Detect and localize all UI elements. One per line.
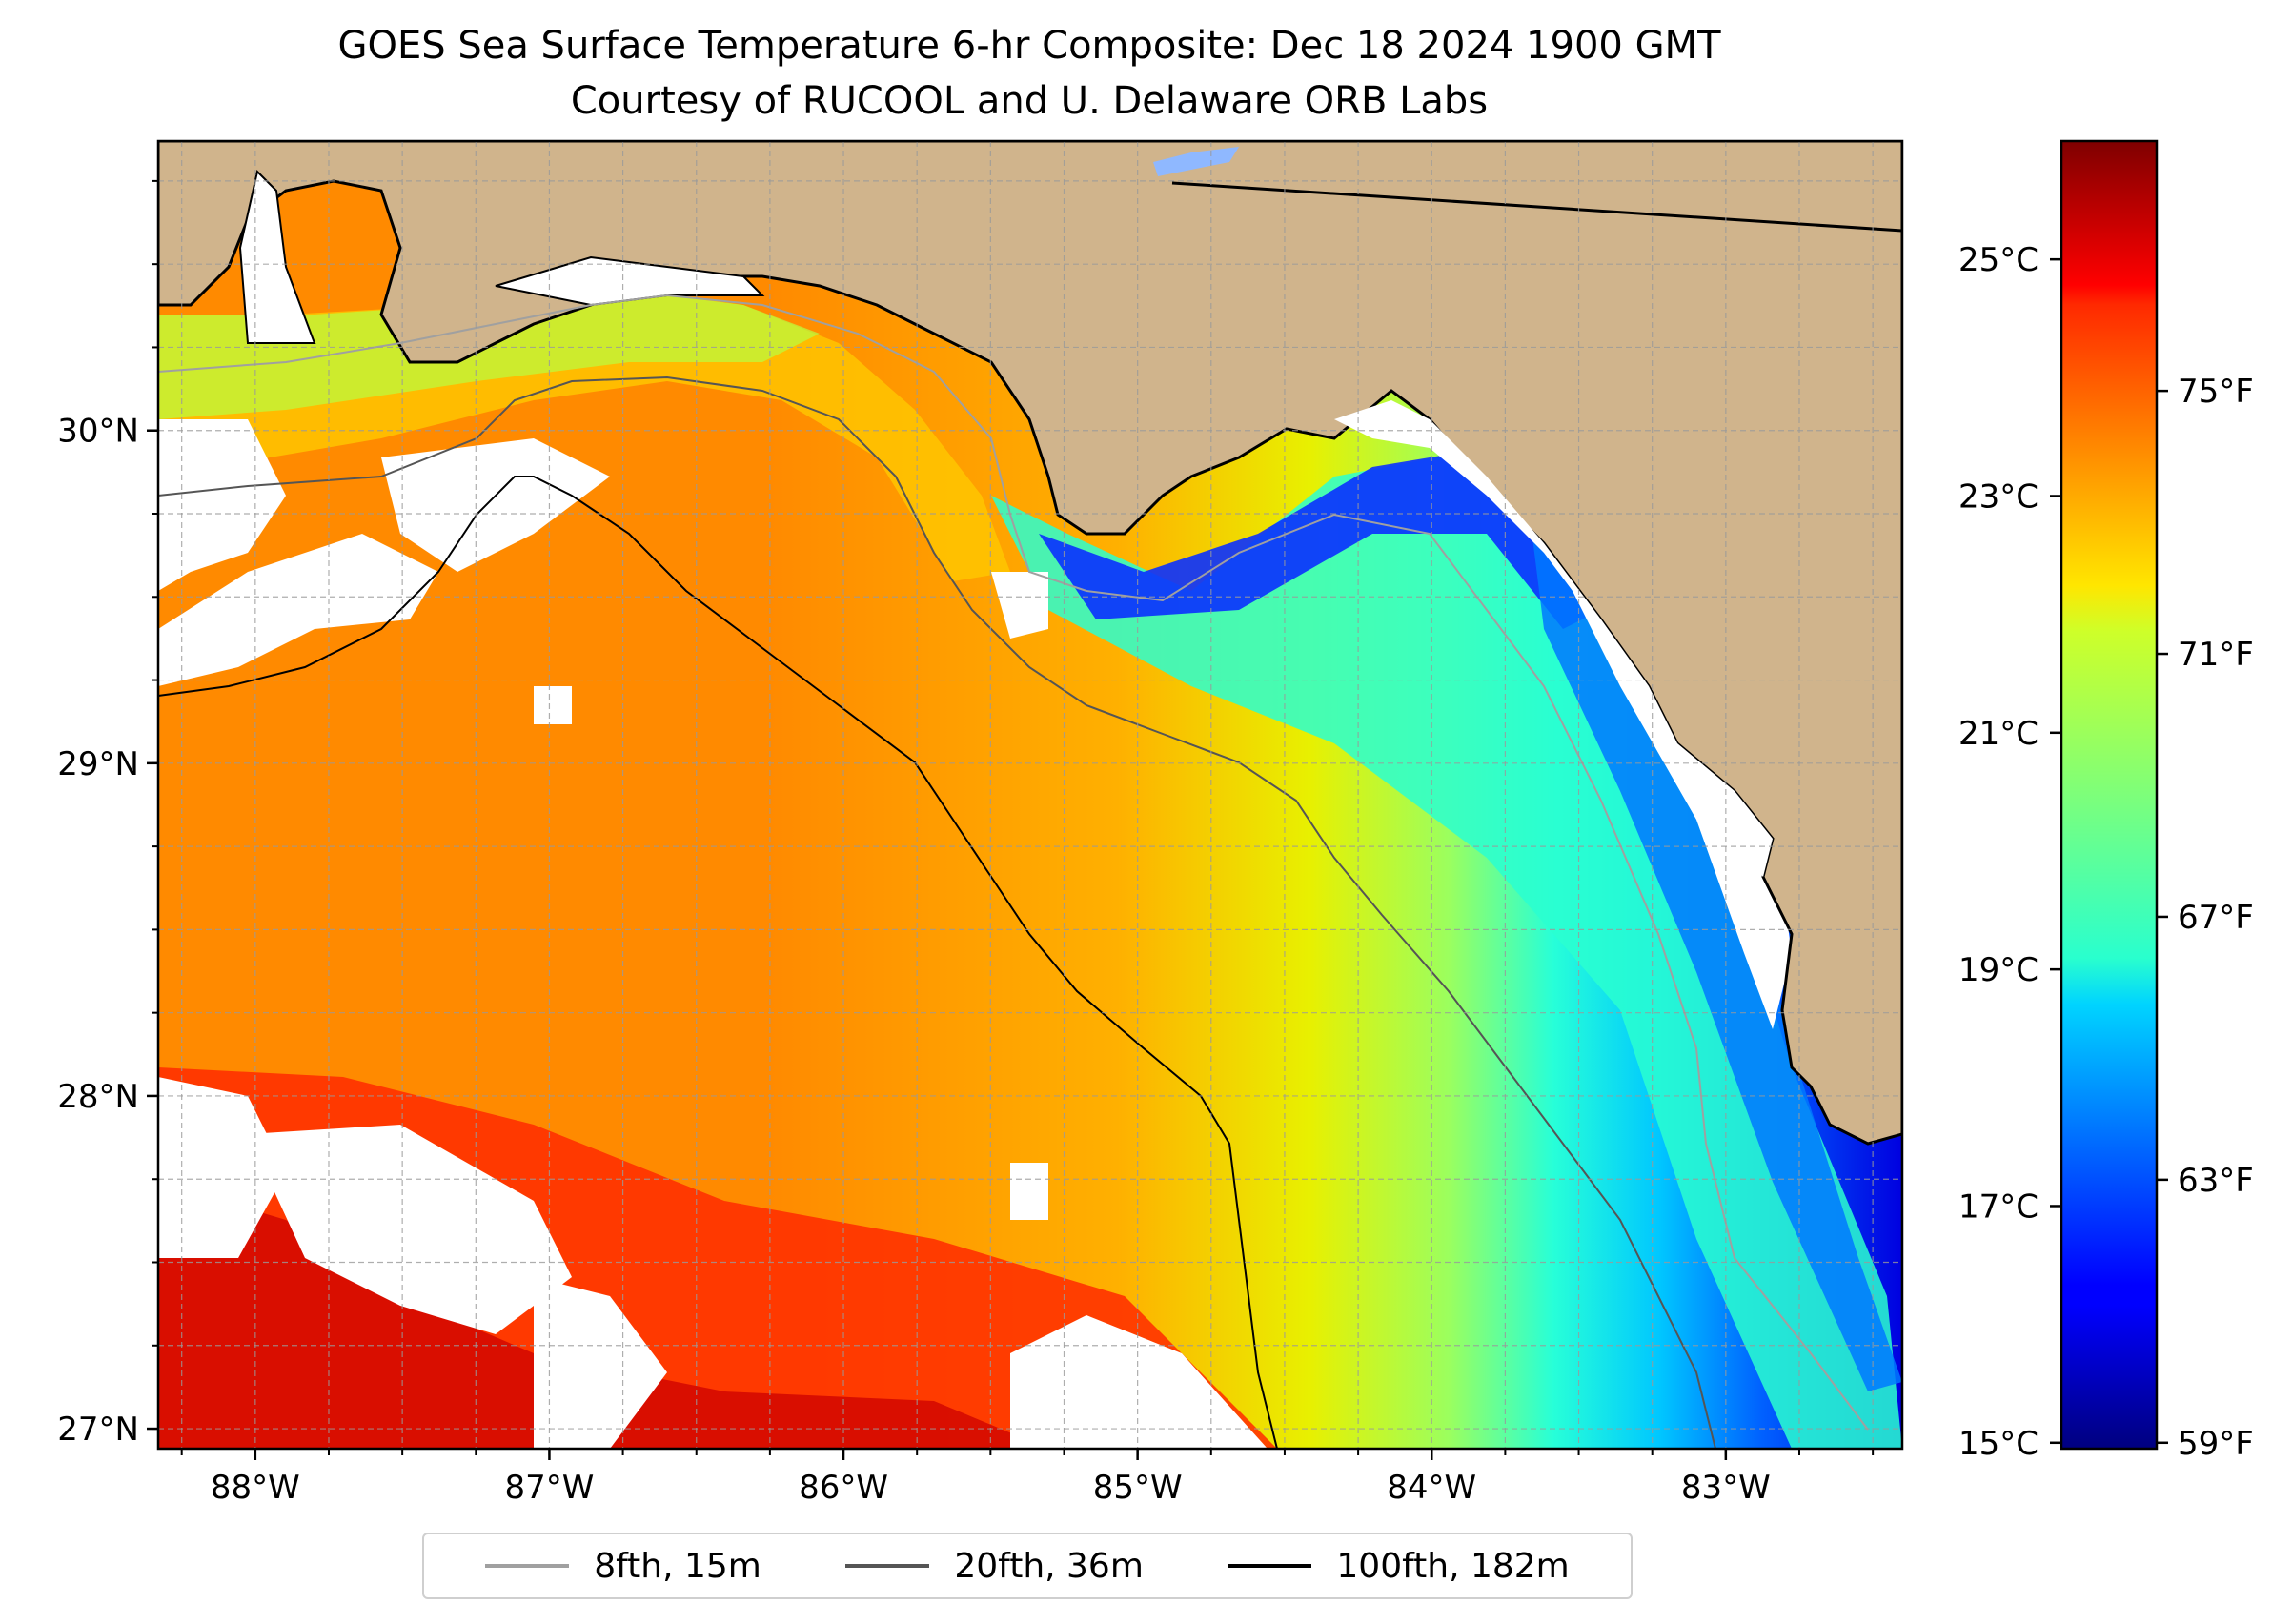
fahrenheit-tick-label: 67°F: [2178, 899, 2254, 937]
border-line: [1171, 181, 1902, 233]
colorbar-ticks: 25°C 23°C 21°C 19°C 17°C 15°C 75°F 71°F 67°F 63°F…: [1958, 241, 2254, 1463]
plot-frame: [156, 139, 1904, 1451]
legend-swatch: [485, 1564, 570, 1568]
lon-tick-label: 83°W: [1681, 1469, 1771, 1507]
lat-tick-label: 30°N: [57, 413, 139, 451]
lake-patch: [1153, 147, 1239, 176]
map-title: GOES Sea Surface Temperature 6-hr Compos…: [337, 24, 1721, 68]
celsius-tick-label: 19°C: [1958, 951, 2039, 989]
fahrenheit-tick-label: 75°F: [2178, 373, 2254, 411]
lat-tick-label: 29°N: [57, 745, 139, 783]
lon-tick-label: 88°W: [211, 1469, 300, 1507]
celsius-tick-label: 21°C: [1958, 715, 2039, 753]
land-mass: [158, 141, 1902, 1146]
legend-item-100fth: 100fth, 182m: [1228, 1546, 1570, 1586]
axis-ticks: 88°W 87°W 86°W 85°W 84°W 83°W 30°N 29°N 28°N 27°N: [57, 179, 1875, 1507]
isobath-100fth: [158, 476, 1278, 1449]
lon-tick-label: 84°W: [1387, 1469, 1476, 1507]
legend-swatch: [1228, 1564, 1312, 1568]
map-subtitle: Courtesy of RUCOOL and U. Delaware ORB L…: [570, 79, 1489, 123]
legend-item-20fth: 20fth, 36m: [845, 1547, 1144, 1586]
graticule: [158, 141, 1902, 1449]
legend-label: 100fth, 182m: [1336, 1546, 1570, 1586]
isobath-20fth: [158, 376, 1716, 1449]
lon-tick-label: 86°W: [799, 1469, 888, 1507]
legend-item-8fth: 8fth, 15m: [485, 1547, 761, 1586]
fahrenheit-tick-label: 63°F: [2178, 1162, 2254, 1200]
legend-label: 8fth, 15m: [594, 1546, 761, 1586]
lat-tick-label: 27°N: [57, 1411, 139, 1449]
plot-area: [158, 141, 1902, 1449]
celsius-tick-label: 23°C: [1958, 477, 2039, 516]
celsius-tick-label: 25°C: [1958, 241, 2039, 279]
lon-tick-label: 87°W: [504, 1469, 594, 1507]
fahrenheit-tick-label: 71°F: [2178, 636, 2254, 674]
isobath-legend: 8fth, 15m 20fth, 36m 100fth, 182m: [422, 1533, 1633, 1599]
celsius-tick-label: 15°C: [1958, 1425, 2039, 1463]
isobath-8fth: [158, 294, 1869, 1431]
fahrenheit-tick-label: 59°F: [2178, 1425, 2254, 1463]
celsius-tick-label: 17°C: [1958, 1188, 2039, 1226]
legend-swatch: [845, 1564, 930, 1568]
lon-tick-label: 85°W: [1093, 1469, 1183, 1507]
legend-label: 20fth, 36m: [954, 1546, 1144, 1586]
colorbar: [2060, 139, 2159, 1451]
lat-tick-label: 28°N: [57, 1078, 139, 1116]
